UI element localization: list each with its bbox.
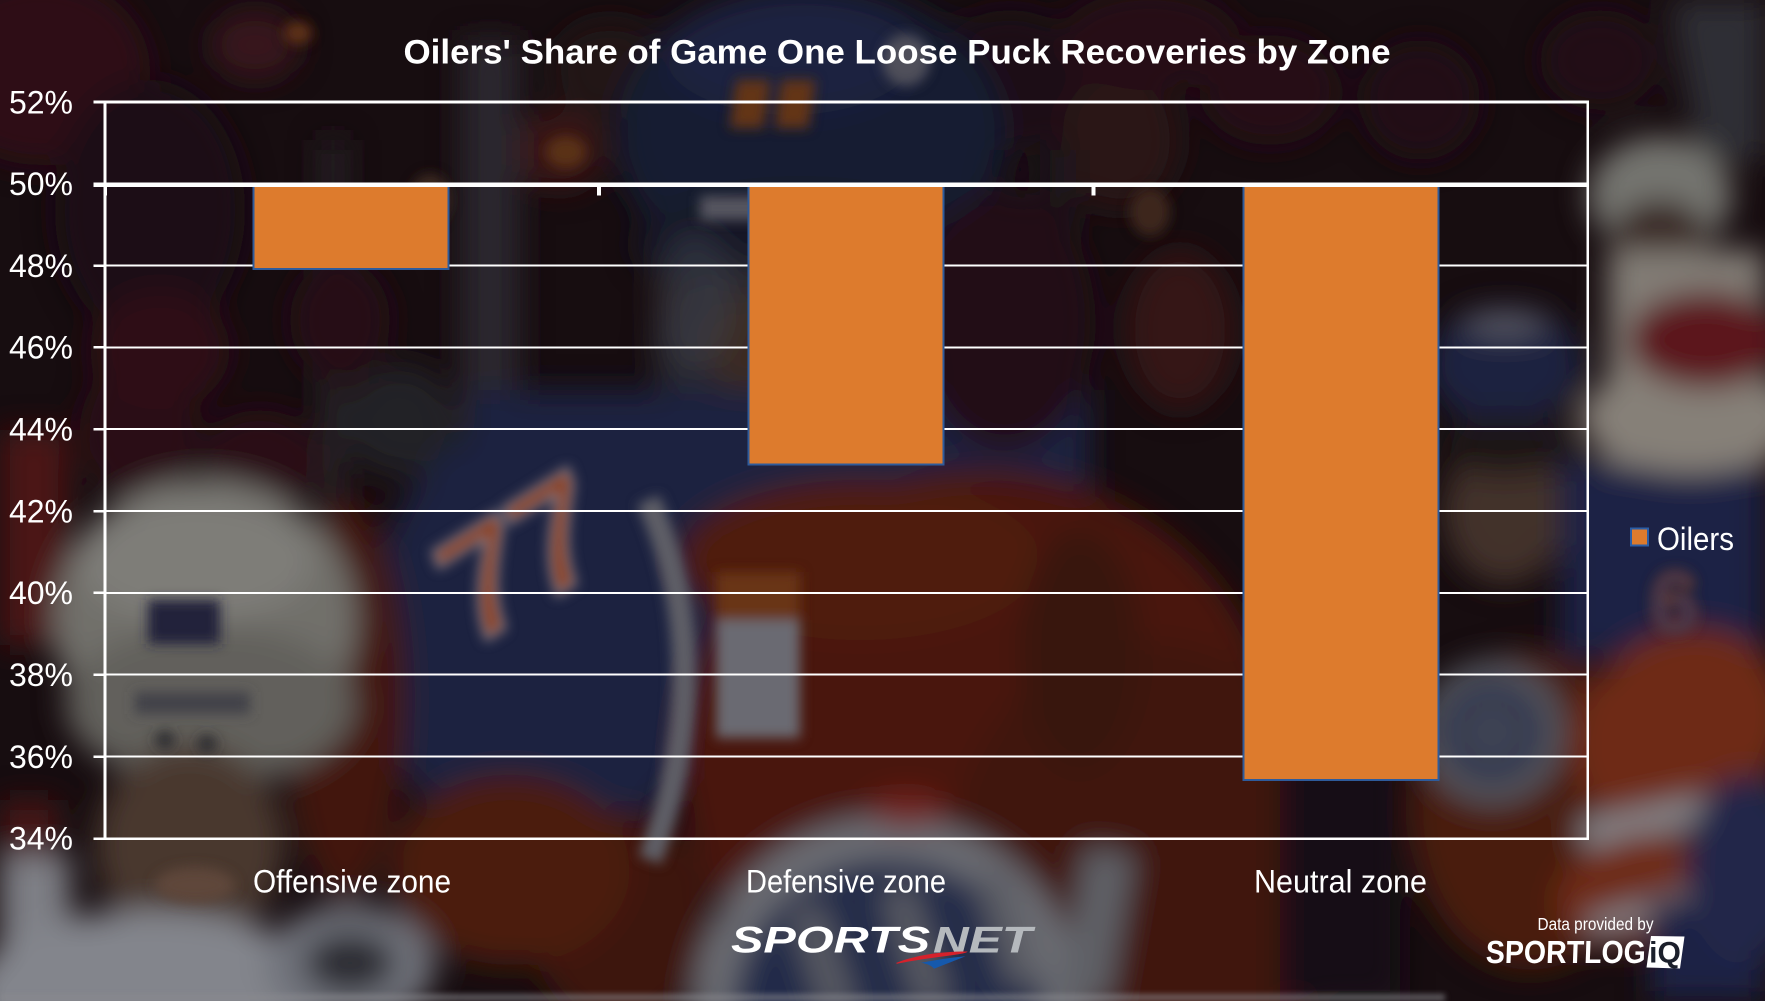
svg-text:Data provided by: Data provided by [1538,914,1654,934]
svg-text:36%: 36% [9,739,73,775]
svg-text:50%: 50% [9,166,73,202]
svg-text:42%: 42% [9,493,73,529]
svg-text:Defensive zone: Defensive zone [746,864,946,900]
svg-text:46%: 46% [9,330,73,366]
svg-text:SPORTLOG: SPORTLOG [1485,934,1646,970]
svg-text:Oilers: Oilers [1657,521,1734,557]
svg-text:Oilers' Share of Game One Loos: Oilers' Share of Game One Loose Puck Rec… [404,34,1391,72]
svg-text:38%: 38% [9,657,73,693]
svg-text:6: 6 [1650,555,1698,651]
svg-text:48%: 48% [9,248,73,284]
svg-text:34%: 34% [9,821,73,857]
svg-text:44%: 44% [9,412,73,448]
svg-text:40%: 40% [9,575,73,611]
svg-text:SPORTS: SPORTS [731,920,930,961]
svg-text:52%: 52% [9,84,73,120]
svg-text:iQ: iQ [1649,937,1681,970]
svg-text:Neutral zone: Neutral zone [1254,864,1427,900]
svg-text:Offensive zone: Offensive zone [253,864,451,900]
